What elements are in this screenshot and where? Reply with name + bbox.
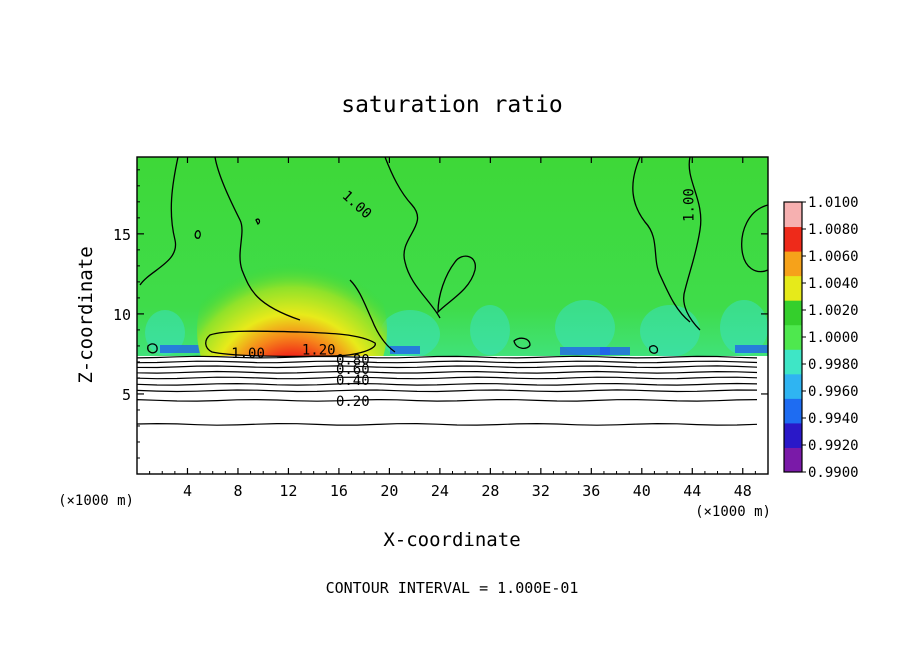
colorbar-segment xyxy=(784,275,802,301)
contour-line-0.4 xyxy=(137,382,758,386)
blue-region xyxy=(600,347,630,355)
contour-line xyxy=(255,218,261,225)
contour-line-0.5 xyxy=(137,376,758,380)
cyan-region xyxy=(145,310,185,355)
contour-line-0.3 xyxy=(137,389,758,393)
contour-line-0.9 xyxy=(137,355,758,359)
y-tick-label: 5 xyxy=(122,386,131,404)
colorbar-label: 1.0040 xyxy=(808,276,859,292)
contour-line xyxy=(683,157,702,331)
colorbar-label: 1.0060 xyxy=(808,249,859,265)
blue-region xyxy=(390,346,420,354)
contour-label: 0.60 xyxy=(336,362,370,378)
y-tick-label: 15 xyxy=(113,226,131,244)
contour-line xyxy=(147,343,158,354)
contour-line xyxy=(139,157,179,286)
x-tick-label: 32 xyxy=(532,482,550,500)
x-unit-left: (×1000 m) xyxy=(58,493,134,509)
colorbar-segment xyxy=(784,324,802,350)
cyan-band-layer xyxy=(145,300,768,358)
contour-line-0.6 xyxy=(137,370,758,374)
contour-label: 1.00 xyxy=(231,346,265,362)
colorbar-label: 1.0100 xyxy=(808,195,859,211)
colorbar-label: 0.9920 xyxy=(808,438,859,454)
x-tick-label: 16 xyxy=(330,482,348,500)
contour-label: 0.20 xyxy=(336,394,370,410)
chart-title: saturation ratio xyxy=(341,92,563,118)
contour-line xyxy=(437,255,476,314)
contour-line xyxy=(205,330,376,358)
x-axis-label: X-coordinate xyxy=(383,529,520,551)
colorbar-segment xyxy=(784,447,802,473)
contour-label: 1.00 xyxy=(682,188,698,222)
blue-region xyxy=(735,345,768,353)
colorbar-label: 1.0020 xyxy=(808,303,859,319)
contour-line-0.1 xyxy=(137,422,758,426)
y-axis: 5 10 15 xyxy=(113,169,768,459)
contour-label: 1.20 xyxy=(302,343,336,359)
colorbar-label: 1.0000 xyxy=(808,330,859,346)
saturation-contours xyxy=(139,157,768,358)
colorbar-segment xyxy=(784,300,802,326)
y-tick-label: 10 xyxy=(113,306,131,324)
x-tick-label: 40 xyxy=(633,482,651,500)
contour-label: 0.80 xyxy=(336,352,370,368)
x-tick-label: 36 xyxy=(582,482,600,500)
contour-line xyxy=(513,337,531,349)
cyan-region xyxy=(555,300,615,355)
contour-label-layer: 1.00 1.001.00 1.200.800.600.400.20 xyxy=(231,188,698,410)
dry-contours xyxy=(137,355,758,426)
blue-region xyxy=(160,345,200,353)
contour-line xyxy=(632,157,691,323)
colorbar-label: 0.9900 xyxy=(808,465,859,481)
colorbar-segment xyxy=(784,349,802,375)
x-tick-label: 28 xyxy=(481,482,499,500)
colorbar-segment xyxy=(784,373,802,399)
colorbar-segment xyxy=(784,226,802,252)
colorbar-segment xyxy=(784,422,802,448)
colorbar-label: 1.0080 xyxy=(808,222,859,238)
colorbar: 1.0100 1.0080 1.0060 1.0040 1.0020 1.0000 0.99… xyxy=(783,195,859,481)
contour-line xyxy=(214,157,301,321)
colorbar-label: 0.9960 xyxy=(808,384,859,400)
blue-region xyxy=(560,347,610,355)
y-axis-label: Z-coordinate xyxy=(75,246,97,383)
x-tick-label: 20 xyxy=(380,482,398,500)
contour-line-0.7 xyxy=(137,365,758,369)
colorbar-segment xyxy=(784,202,802,228)
x-tick-label: 48 xyxy=(734,482,752,500)
x-axis: 4 8 12 16 20 24 28 32 36 40 44 48 xyxy=(149,157,756,500)
x-tick-label: 4 xyxy=(183,482,192,500)
contour-label: 0.40 xyxy=(336,373,370,389)
cyan-region xyxy=(720,300,768,355)
stable-layer-background xyxy=(137,356,768,474)
x-tick-label: 44 xyxy=(683,482,701,500)
contour-line xyxy=(648,345,659,354)
contour-interval-footer: CONTOUR INTERVAL = 1.000E-01 xyxy=(326,579,579,597)
colorbar-segment xyxy=(784,398,802,424)
colorbar-label: 0.9940 xyxy=(808,411,859,427)
x-tick-label: 8 xyxy=(233,482,242,500)
x-tick-label: 12 xyxy=(279,482,297,500)
x-unit-right: (×1000 m) xyxy=(695,504,771,520)
contour-line xyxy=(194,230,201,239)
x-tick-label: 24 xyxy=(431,482,449,500)
cyan-region xyxy=(470,305,510,355)
plot-area: 1.00 1.001.00 1.200.800.600.400.20 xyxy=(137,157,768,474)
contour-line xyxy=(384,157,441,319)
contour-line xyxy=(741,204,768,273)
colorbar-label: 0.9980 xyxy=(808,357,859,373)
colorbar-segment xyxy=(784,251,802,277)
contour-line xyxy=(349,279,396,353)
contour-line-0.8 xyxy=(137,360,758,364)
contour-line-0.2 xyxy=(137,398,758,402)
